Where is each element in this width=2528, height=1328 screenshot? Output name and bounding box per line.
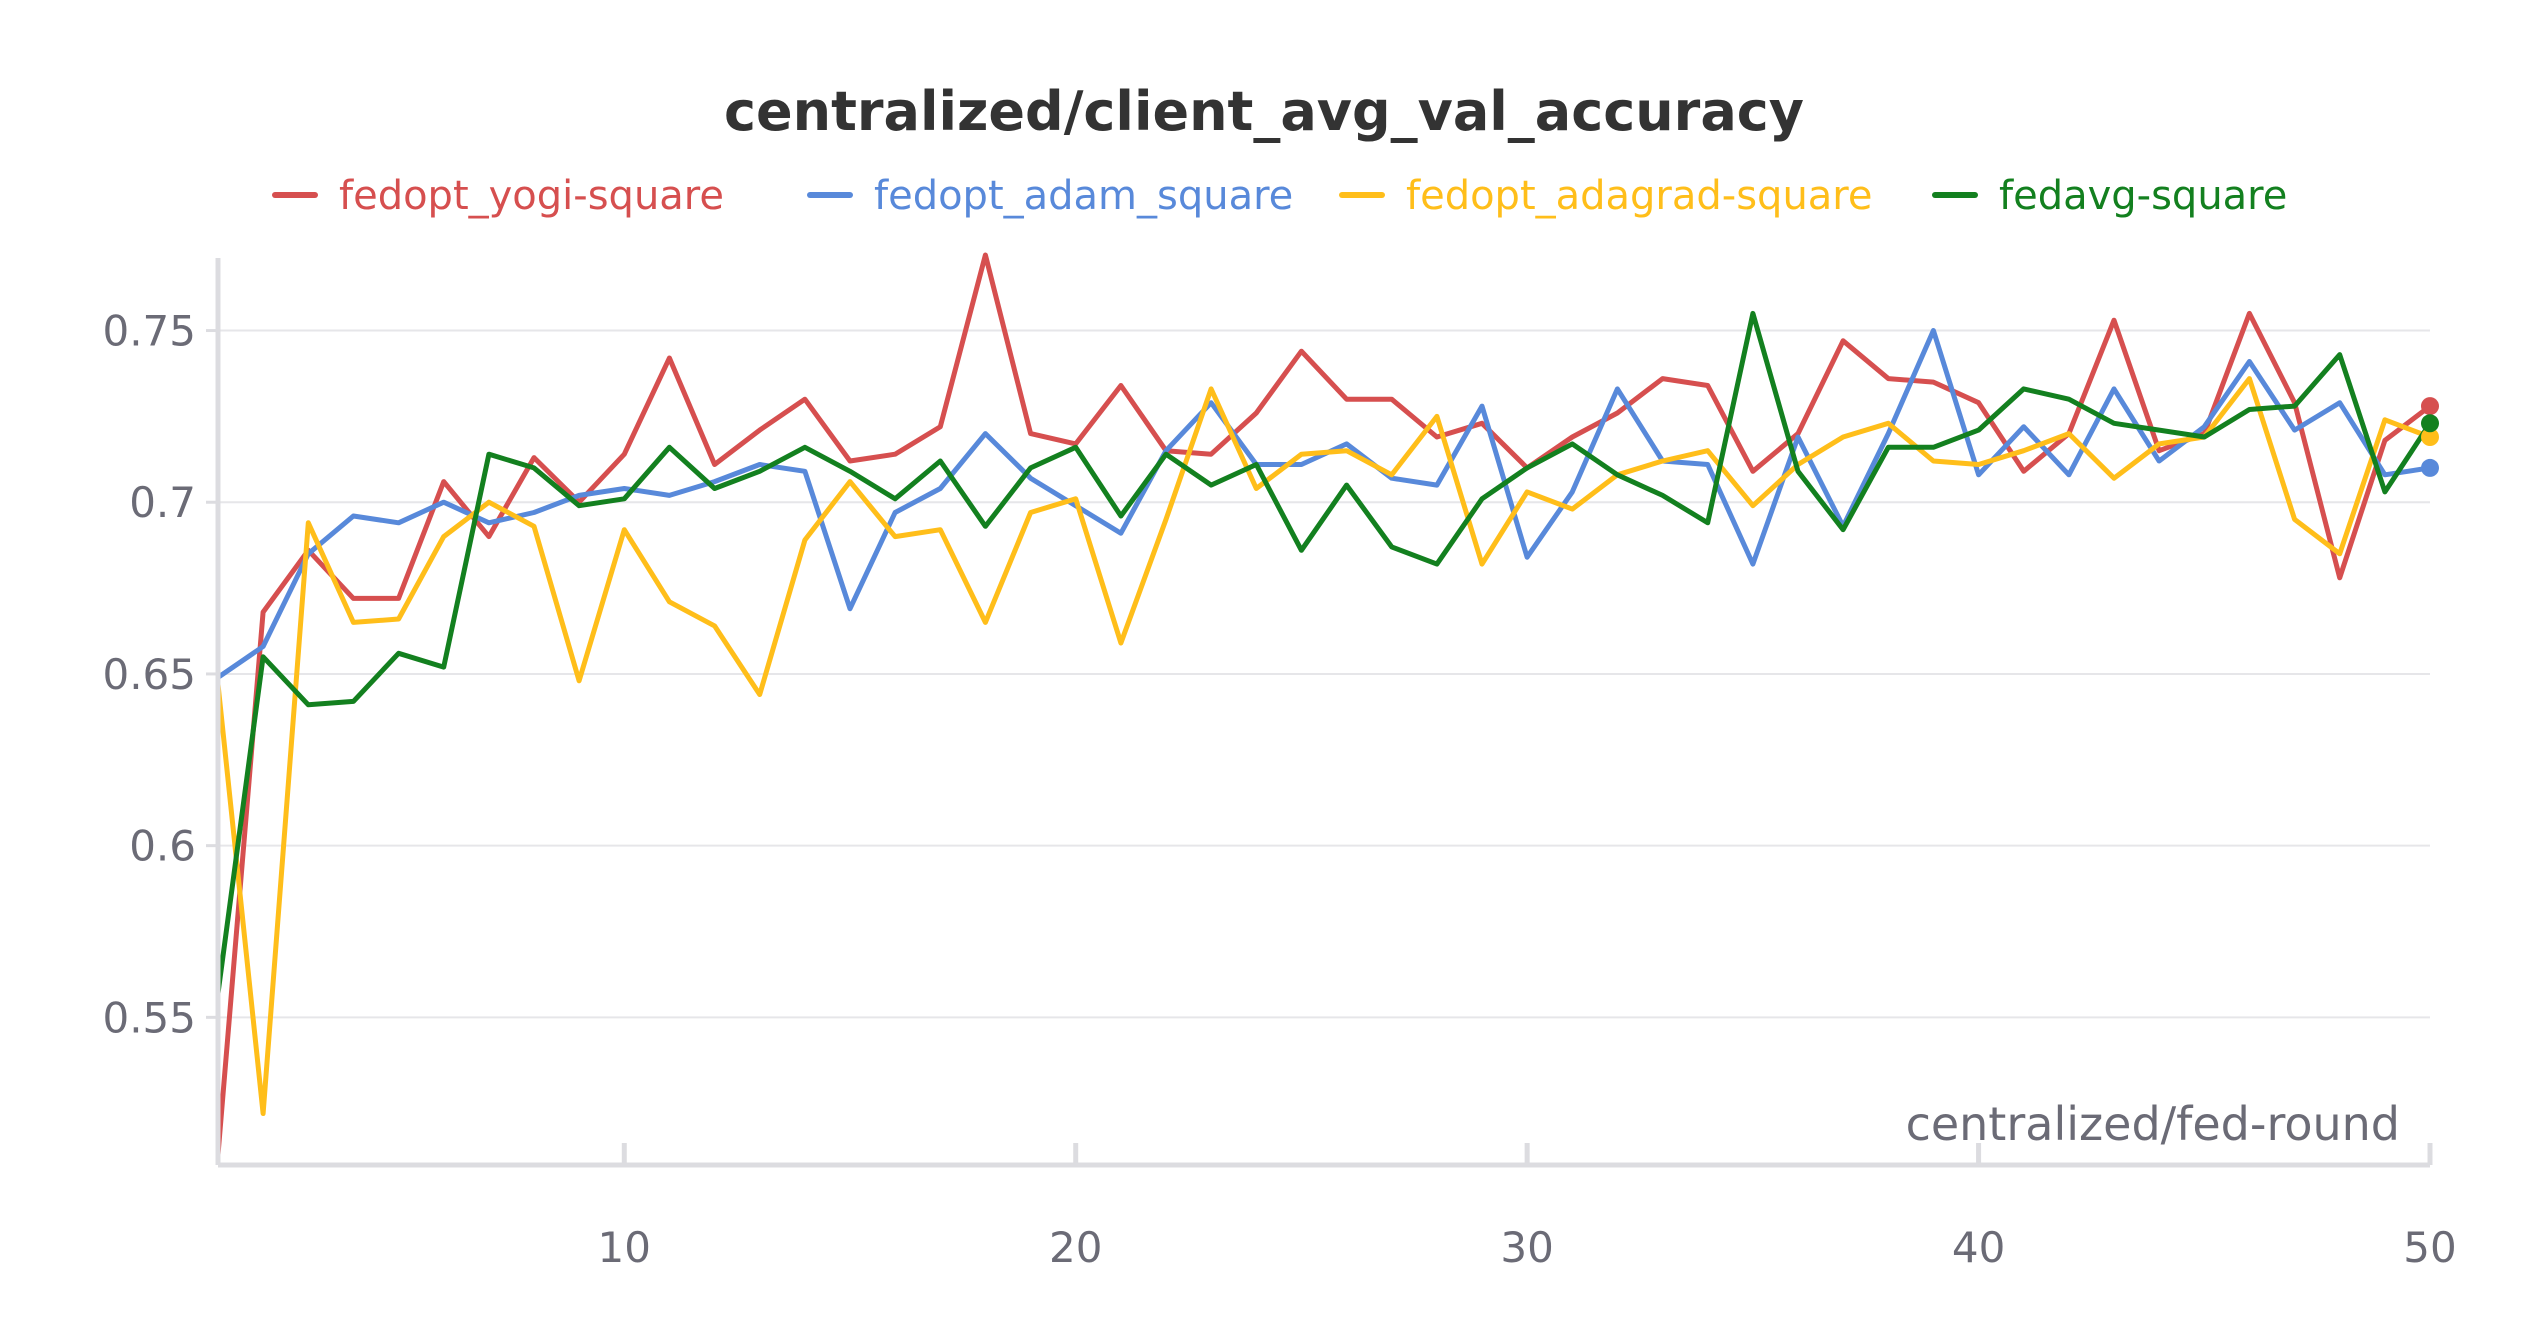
grid xyxy=(218,329,2430,1019)
legend: fedopt_yogi-square fedopt_adam_square fedo… xyxy=(272,173,2287,219)
legend-label-2[interactable]: fedopt_adam_square xyxy=(874,173,1293,219)
series-end-marker-3[interactable] xyxy=(2421,428,2439,446)
y-tick-label: 0.65 xyxy=(102,650,196,699)
x-tick-label: 20 xyxy=(1049,1223,1102,1272)
series-group xyxy=(215,252,2439,1158)
x-tick-label: 40 xyxy=(1952,1223,2005,1272)
series-end-marker-4[interactable] xyxy=(2421,414,2439,433)
series-line-4[interactable] xyxy=(215,310,2433,996)
legend-label-3[interactable]: fedopt_adagrad-square xyxy=(1406,173,1872,219)
y-tick-label: 0.7 xyxy=(129,478,196,527)
y-tick-label: 0.55 xyxy=(102,993,196,1042)
x-tick-label: 30 xyxy=(1500,1223,1553,1272)
x-axis-label: centralized/fed-round xyxy=(1906,1097,2400,1151)
x-axis-ticks: 10 20 30 40 50 xyxy=(598,1143,2457,1272)
series-end-marker-1[interactable] xyxy=(2421,397,2439,416)
series-end-marker-2[interactable] xyxy=(2421,458,2439,477)
legend-label-4[interactable]: fedavg-square xyxy=(1999,173,2287,219)
x-tick-label: 50 xyxy=(2403,1223,2456,1272)
x-tick-label: 10 xyxy=(598,1223,651,1272)
axes xyxy=(215,258,2430,1168)
legend-label-1[interactable]: fedopt_yogi-square xyxy=(339,173,724,219)
y-tick-label: 0.6 xyxy=(129,822,196,871)
y-axis-ticks: 0.55 0.6 0.65 0.7 0.75 xyxy=(102,307,218,1042)
series-line-1[interactable] xyxy=(215,252,2433,1158)
series-line-3[interactable] xyxy=(215,376,2433,1116)
series-line-2[interactable] xyxy=(215,328,2433,680)
chart-title: centralized/client_avg_val_accuracy xyxy=(724,80,1804,143)
y-tick-label: 0.75 xyxy=(102,307,196,356)
